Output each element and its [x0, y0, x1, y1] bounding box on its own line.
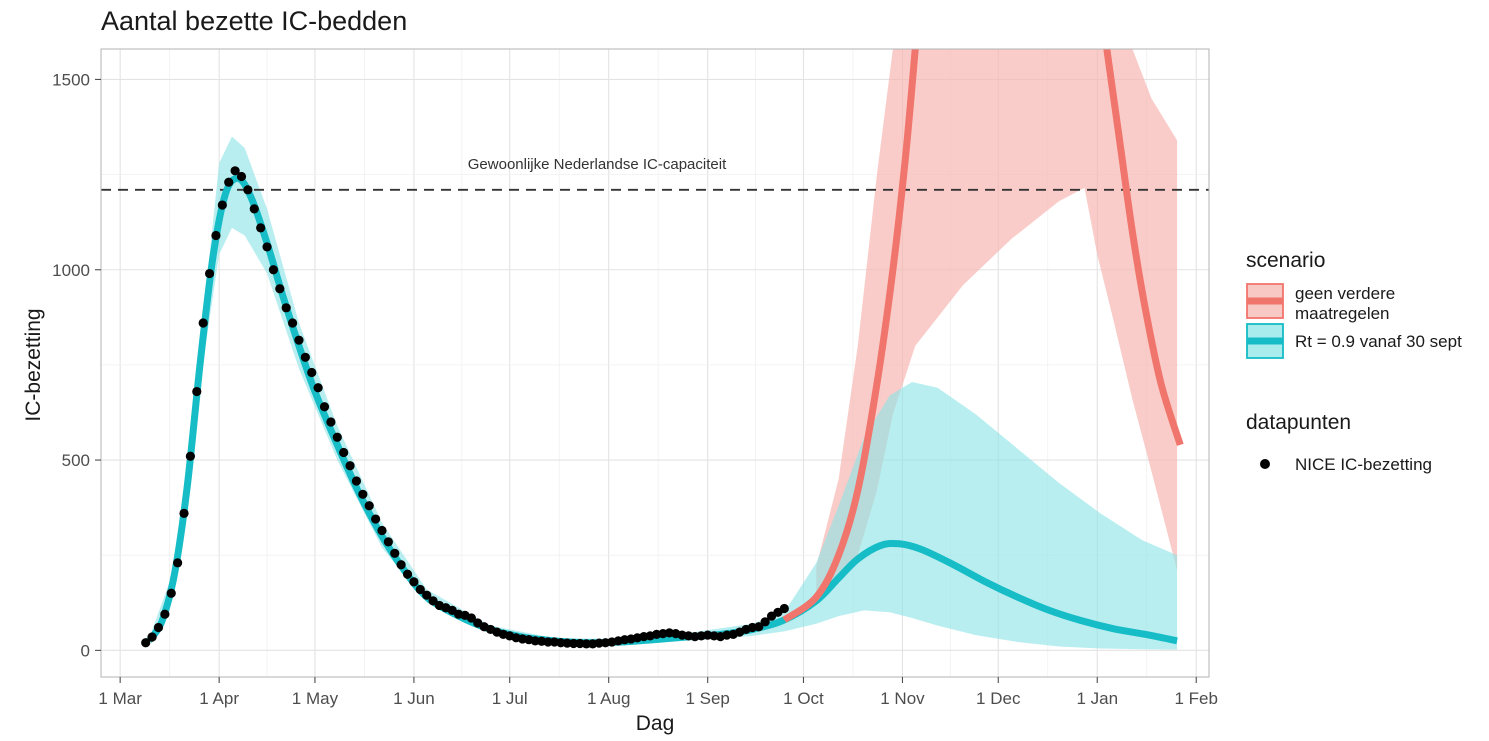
observed-point	[422, 590, 432, 600]
observed-point	[581, 639, 591, 649]
observed-points	[141, 166, 789, 649]
observed-point	[275, 284, 285, 294]
legend-points-title: datapunten	[1246, 411, 1351, 434]
observed-point	[217, 200, 227, 210]
observed-point	[543, 637, 553, 647]
observed-point	[249, 204, 259, 214]
observed-point	[153, 622, 164, 633]
observed-point	[204, 268, 215, 279]
observed-point	[371, 514, 381, 524]
observed-point	[345, 461, 355, 471]
observed-point	[236, 171, 247, 182]
x-tick-label: 1 Jul	[492, 689, 528, 708]
x-axis-ticks: 1 Mar 1 Apr 1 May 1 Jun 1 Jul 1 Aug 1 Sep 1 Oct…	[98, 677, 1218, 708]
line-geen-fall	[1103, 49, 1184, 446]
observed-point	[179, 508, 189, 518]
observed-point	[294, 335, 304, 345]
x-tick-label: 1 Jun	[393, 689, 435, 708]
observed-point	[313, 383, 323, 393]
observed-point	[358, 489, 368, 499]
line-geen-rise	[782, 49, 919, 623]
observed-point	[230, 166, 240, 176]
observed-point	[287, 318, 298, 328]
observed-point	[173, 558, 183, 568]
observed-point	[466, 613, 476, 623]
observed-point	[339, 447, 349, 458]
observed-point	[281, 303, 291, 313]
observed-point	[383, 537, 393, 547]
y-tick-label: 1000	[52, 261, 90, 280]
x-tick-label: 1 Jan	[1076, 689, 1118, 708]
observed-point	[415, 584, 425, 595]
observed-point	[319, 402, 330, 412]
observed-point	[326, 417, 336, 427]
observed-point	[147, 632, 157, 642]
legend-label-rt: Rt = 0.9 vanaf 30 sept	[1295, 332, 1462, 351]
observed-point	[256, 223, 266, 233]
observed-point	[390, 548, 400, 558]
x-tick-label: 1 Sep	[685, 689, 729, 708]
y-tick-label: 500	[62, 451, 90, 470]
observed-point	[185, 451, 196, 461]
legend-key-points	[1260, 459, 1270, 469]
observed-point	[402, 569, 413, 579]
band-geen	[816, 49, 1178, 605]
x-tick-label: 1 Dec	[976, 689, 1021, 708]
legend: scenario geen verdere maatregelen Rt = 0…	[1246, 249, 1462, 474]
observed-point	[396, 560, 406, 570]
observed-point	[224, 177, 234, 187]
y-axis-label: IC-bezetting	[22, 308, 45, 421]
x-tick-label: 1 May	[292, 689, 339, 708]
observed-point	[300, 352, 310, 362]
capacity-reference-label: Gewoonlijke Nederlandse IC-capaciteit	[468, 156, 727, 173]
reference-line-group: Gewoonlijke Nederlandse IC-capaciteit	[101, 156, 1209, 191]
observed-point	[377, 525, 387, 536]
observed-point	[351, 476, 362, 486]
legend-scenario-title: scenario	[1246, 249, 1325, 272]
observed-point	[332, 432, 342, 442]
y-tick-label: 1500	[52, 70, 90, 89]
observed-point	[160, 609, 170, 619]
observed-point	[141, 638, 151, 648]
observed-point	[211, 230, 221, 241]
observed-point	[198, 318, 208, 328]
x-tick-label: 1 Aug	[587, 689, 631, 708]
chart-title: Aantal bezette IC-bedden	[101, 6, 407, 36]
band-rt	[148, 136, 1178, 650]
observed-point	[568, 638, 579, 649]
x-tick-label: 1 Apr	[199, 689, 239, 708]
x-axis-label: Dag	[636, 712, 675, 735]
legend-label-geen-1: geen verdere	[1295, 284, 1395, 303]
x-tick-label: 1 Oct	[783, 689, 824, 708]
plot-panel-border	[100, 48, 1210, 678]
observed-point	[262, 242, 272, 252]
observed-point	[760, 617, 770, 627]
observed-point	[428, 596, 438, 606]
legend-label-points: NICE IC-bezetting	[1295, 455, 1432, 474]
observed-point	[409, 577, 419, 587]
observed-point	[364, 501, 374, 511]
observed-point	[192, 386, 202, 397]
observed-point	[243, 185, 253, 195]
confidence-bands	[148, 49, 1178, 650]
y-tick-label: 0	[81, 641, 90, 660]
x-tick-label: 1 Feb	[1174, 689, 1217, 708]
observed-point	[268, 265, 279, 275]
observed-point	[166, 588, 176, 598]
legend-label-geen-2: maatregelen	[1295, 304, 1390, 323]
observed-point	[754, 622, 764, 632]
y-axis-ticks: 0 500 1000 1500	[52, 70, 101, 660]
x-tick-label: 1 Mar	[98, 689, 142, 708]
observed-point	[307, 367, 317, 378]
observed-point	[779, 603, 789, 614]
x-tick-label: 1 Nov	[880, 689, 925, 708]
